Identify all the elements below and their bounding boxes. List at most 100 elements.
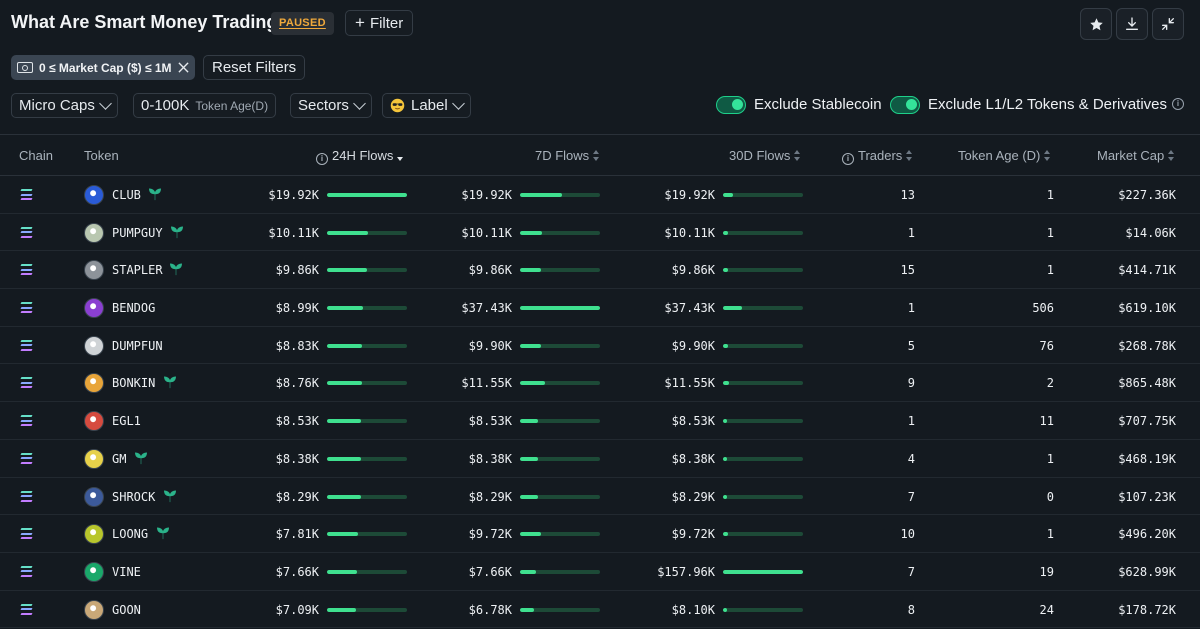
col-market-cap[interactable]: Market Cap xyxy=(1097,148,1175,163)
token-symbol[interactable]: SHROCK xyxy=(112,489,156,504)
token-icon xyxy=(84,222,104,243)
col-7d-flows-label: 7D Flows xyxy=(535,148,590,163)
token-icon xyxy=(84,260,104,281)
market-cap-value: $107.23K xyxy=(1118,489,1176,504)
flows-30d-bar xyxy=(723,607,803,612)
collapse-button[interactable] xyxy=(1152,8,1184,40)
col-market-cap-label: Market Cap xyxy=(1097,148,1165,163)
flows-30d-bar xyxy=(723,456,803,461)
token-symbol[interactable]: PUMPGUY xyxy=(112,225,163,240)
token-symbol[interactable]: STAPLER xyxy=(112,263,163,278)
flows-30d-bar xyxy=(723,230,803,235)
chevron-down-icon xyxy=(98,97,112,110)
token-symbol[interactable]: LOONG xyxy=(112,527,149,542)
table-row[interactable]: EGL1 $8.53K $8.53K $8.53K 1 11 $707.75K xyxy=(0,402,1200,440)
sort-icon xyxy=(906,150,913,161)
token-icon xyxy=(84,411,104,432)
col-24h-flows[interactable]: i 24H Flows xyxy=(316,148,404,165)
flows-24h-bar xyxy=(327,381,407,386)
market-cap-value: $227.36K xyxy=(1118,188,1176,202)
table-row[interactable]: GM $8.38K $8.38K $8.38K 4 1 $468.19K xyxy=(0,440,1200,478)
token-symbol[interactable]: GM xyxy=(112,451,127,466)
solana-chain-icon xyxy=(20,263,33,276)
flows-7d-bar xyxy=(520,569,600,574)
market-cap-value: $14.06K xyxy=(1125,225,1176,240)
sort-icon xyxy=(794,150,801,161)
flows-30d-value: $8.53K xyxy=(671,414,715,429)
flows-7d-value: $19.92K xyxy=(461,188,512,202)
col-7d-flows[interactable]: 7D Flows xyxy=(535,148,600,163)
table-row[interactable]: PUMPGUY $10.11K $10.11K $10.11K 1 1 $14.06K xyxy=(0,214,1200,252)
sort-icon xyxy=(1168,150,1175,161)
market-cap-select[interactable]: Micro Caps xyxy=(11,93,118,118)
table-row[interactable]: BENDOG $8.99K $37.43K $37.43K 1 506 $619.10K xyxy=(0,289,1200,327)
exclude-stablecoin-toggle[interactable] xyxy=(716,96,746,114)
table-row[interactable]: BONKIN $8.76K $11.55K $11.55K 9 2 $865.48K xyxy=(0,364,1200,403)
sunglasses-emoji-icon xyxy=(390,98,405,113)
token-icon xyxy=(84,524,104,545)
token-age-label: Token Age(D) xyxy=(195,98,269,113)
col-traders[interactable]: i Traders xyxy=(842,148,913,165)
token-age-filter[interactable]: 0-100K Token Age(D) xyxy=(133,93,277,118)
flows-30d-value: $37.43K xyxy=(664,301,715,316)
market-cap-value: $628.99K xyxy=(1118,564,1176,579)
flows-7d-value: $6.78K xyxy=(468,602,512,617)
exclude-l1l2-toggle[interactable] xyxy=(890,96,920,114)
token-age-value: 11 xyxy=(1039,414,1054,429)
flows-30d-value: $9.90K xyxy=(671,338,715,353)
token-icon xyxy=(84,373,104,394)
traders-value: 13 xyxy=(900,188,915,202)
flows-24h-value: $7.09K xyxy=(275,602,319,617)
download-button[interactable] xyxy=(1116,8,1148,40)
flows-7d-value: $11.55K xyxy=(461,376,512,391)
market-cap-filter-chip[interactable]: 0 ≤ Market Cap ($) ≤ 1M xyxy=(11,55,195,80)
token-age-value: 506 xyxy=(1032,301,1054,316)
table-row[interactable]: GOON $7.09K $6.78K $8.10K 8 24 $178.72K xyxy=(0,591,1200,629)
sectors-select[interactable]: Sectors xyxy=(290,93,372,118)
flows-30d-value: $9.72K xyxy=(671,527,715,542)
flows-30d-bar xyxy=(723,381,803,386)
label-select[interactable]: Label xyxy=(382,93,471,118)
flows-30d-bar xyxy=(723,268,803,273)
table-row[interactable]: VINE $7.66K $7.66K $157.96K 7 19 $628.99K xyxy=(0,553,1200,591)
col-30d-flows[interactable]: 30D Flows xyxy=(729,148,801,163)
market-cap-value: $619.10K xyxy=(1118,301,1176,316)
star-icon xyxy=(1089,17,1103,30)
col-token-age[interactable]: Token Age (D) xyxy=(958,148,1051,163)
market-cap-value: $178.72K xyxy=(1118,602,1176,617)
reset-filters-button[interactable]: Reset Filters xyxy=(203,55,306,80)
traders-value: 9 xyxy=(907,376,915,391)
col-traders-label: Traders xyxy=(858,148,903,163)
token-icon xyxy=(84,448,104,469)
sprout-icon xyxy=(169,262,183,276)
token-symbol[interactable]: DUMPFUN xyxy=(112,338,163,353)
flows-30d-value: $11.55K xyxy=(664,376,715,391)
flows-30d-bar xyxy=(723,419,803,424)
flows-24h-value: $8.38K xyxy=(275,451,319,466)
filter-button[interactable]: + Filter xyxy=(345,10,414,36)
chip-label: 0 ≤ Market Cap ($) ≤ 1M xyxy=(39,60,172,75)
flows-30d-value: $8.29K xyxy=(671,489,715,504)
flows-24h-value: $7.81K xyxy=(275,527,319,542)
traders-value: 15 xyxy=(900,263,915,278)
token-symbol[interactable]: BONKIN xyxy=(112,376,156,391)
download-icon xyxy=(1126,17,1138,30)
token-age-value: 0 xyxy=(1046,489,1054,504)
table-row[interactable]: CLUB $19.92K $19.92K $19.92K 13 1 $227.36K xyxy=(0,176,1200,214)
table-row[interactable]: STAPLER $9.86K $9.86K $9.86K 15 1 $414.71K xyxy=(0,251,1200,290)
col-30d-flows-label: 30D Flows xyxy=(729,148,791,163)
favorite-button[interactable] xyxy=(1080,8,1112,40)
flows-24h-bar xyxy=(327,306,407,311)
table-row[interactable]: DUMPFUN $8.83K $9.90K $9.90K 5 76 $268.78K xyxy=(0,327,1200,365)
table-row[interactable]: LOONG $7.81K $9.72K $9.72K 10 1 $496.20K xyxy=(0,515,1200,553)
traders-value: 1 xyxy=(907,301,915,316)
token-symbol[interactable]: EGL1 xyxy=(112,414,141,429)
info-icon[interactable]: i xyxy=(1172,98,1184,110)
table-row[interactable]: SHROCK $8.29K $8.29K $8.29K 7 0 $107.23K xyxy=(0,478,1200,516)
token-symbol[interactable]: GOON xyxy=(112,602,141,617)
token-symbol[interactable]: VINE xyxy=(112,564,141,579)
token-symbol[interactable]: BENDOG xyxy=(112,301,156,316)
token-symbol[interactable]: CLUB xyxy=(112,188,141,202)
close-icon[interactable] xyxy=(177,62,189,73)
chevron-down-icon xyxy=(451,97,465,110)
